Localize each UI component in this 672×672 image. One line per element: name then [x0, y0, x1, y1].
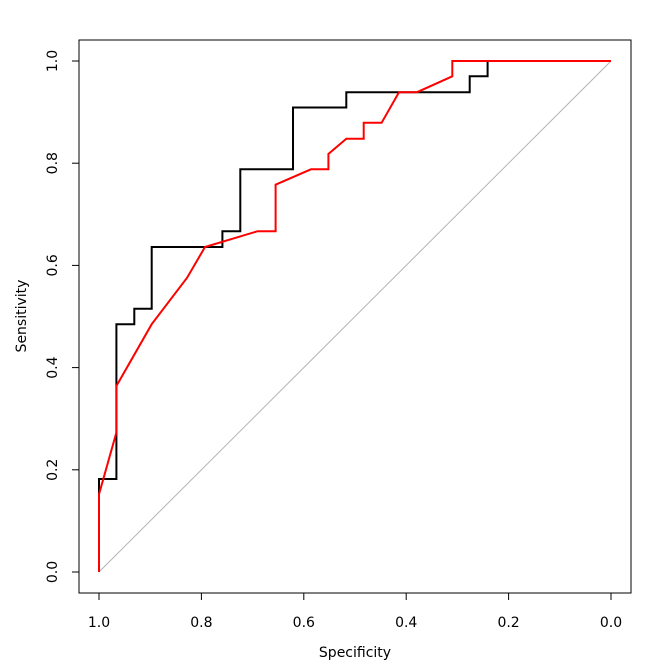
y-tick-label: 0.8	[45, 152, 61, 174]
y-tick-label: 0.0	[45, 561, 61, 583]
y-tick-label: 0.6	[45, 254, 61, 276]
x-tick-label: 1.0	[88, 615, 110, 631]
x-tick-label: 0.8	[190, 615, 212, 631]
x-tick-label: 0.6	[293, 615, 315, 631]
y-tick-label: 1.0	[45, 50, 61, 72]
x-tick-label: 0.0	[600, 615, 622, 631]
series-black-line	[98, 60, 611, 572]
x-tick-label: 0.4	[395, 615, 417, 631]
y-tick-label: 0.4	[45, 356, 61, 378]
y-tick-label: 0.2	[45, 459, 61, 481]
series-red-line	[98, 60, 611, 572]
x-axis: 1.0 0.8 0.6 0.4 0.2 0.0	[88, 592, 622, 631]
x-axis-title: Specificity	[319, 645, 391, 661]
series-group	[98, 60, 611, 572]
y-axis-title: Sensitivity	[14, 280, 30, 353]
x-tick-label: 0.2	[497, 615, 519, 631]
y-axis: 0.0 0.2 0.4 0.6 0.8 1.0	[45, 50, 80, 583]
reference-diagonal-line	[98, 60, 612, 573]
